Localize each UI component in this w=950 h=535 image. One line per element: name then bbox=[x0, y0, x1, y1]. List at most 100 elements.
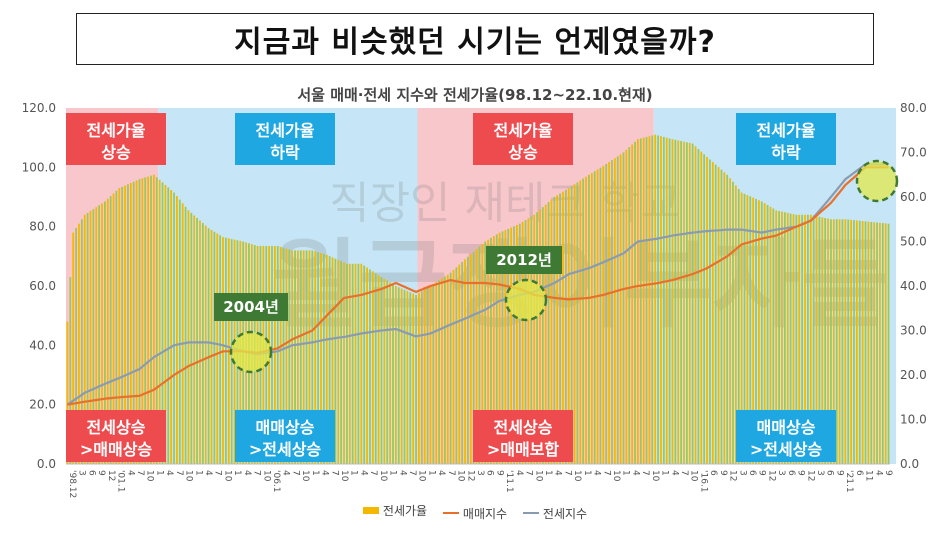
bar bbox=[386, 280, 389, 464]
bar bbox=[645, 136, 648, 465]
bar bbox=[539, 209, 541, 464]
bar bbox=[766, 205, 769, 464]
bar bbox=[441, 278, 443, 464]
x-tick-label: 9 bbox=[834, 470, 844, 476]
bar bbox=[536, 212, 538, 464]
bar bbox=[821, 217, 824, 464]
bar bbox=[585, 176, 587, 464]
bar bbox=[709, 159, 711, 464]
phase-top-label-4-box bbox=[736, 113, 836, 165]
bar bbox=[613, 158, 616, 464]
bar bbox=[374, 273, 377, 464]
x-tick-label: 6 bbox=[825, 470, 835, 476]
bar bbox=[484, 241, 487, 464]
bar bbox=[403, 289, 406, 464]
line-series-jeonse bbox=[66, 163, 889, 406]
bar bbox=[389, 282, 392, 464]
bar bbox=[86, 212, 89, 464]
highlight-circle-2012 bbox=[504, 278, 548, 322]
bar bbox=[830, 219, 832, 464]
bar bbox=[429, 286, 432, 464]
bar bbox=[665, 137, 668, 464]
bar bbox=[190, 212, 193, 464]
bar bbox=[884, 223, 887, 464]
bar bbox=[443, 276, 446, 464]
bar bbox=[504, 230, 507, 464]
bar bbox=[423, 289, 426, 464]
bar bbox=[559, 193, 562, 464]
bar bbox=[348, 263, 351, 464]
bar bbox=[273, 245, 276, 464]
phase-bottom-label-1-text: >매매상승 bbox=[80, 440, 153, 459]
x-tick-label: '06.1 bbox=[271, 470, 281, 493]
x-tick-label: 3 bbox=[737, 470, 747, 476]
legend: 전세가율 매매지수 전세지수 bbox=[0, 502, 950, 522]
legend-swatch-sales bbox=[442, 512, 459, 514]
callout-2012: 2012년 bbox=[486, 246, 562, 274]
phase-top-label-1-text: 전세가율 bbox=[87, 121, 146, 140]
phase-bottom-label-3: 전세상승 >매매보합 bbox=[473, 410, 573, 462]
x-tick-label: 4 bbox=[281, 470, 291, 476]
phase-top-label-4-text: 전세가율 bbox=[757, 121, 816, 140]
bar bbox=[285, 248, 288, 464]
x-tick-label: 10 bbox=[456, 470, 466, 482]
x-tick-label: 6 bbox=[708, 470, 718, 476]
bar bbox=[792, 214, 795, 464]
x-tick-label: 10 bbox=[184, 470, 194, 482]
y-right-tick-label: 80.0 bbox=[900, 101, 927, 115]
bar bbox=[573, 184, 576, 465]
bar bbox=[611, 160, 613, 464]
x-tick-label: 10 bbox=[378, 470, 388, 482]
x-tick-label: 1 bbox=[310, 470, 320, 476]
x-tick-label: 1 bbox=[621, 470, 631, 476]
bar bbox=[216, 233, 219, 464]
x-tick-label: 9 bbox=[96, 470, 106, 476]
bar bbox=[392, 284, 394, 464]
bar bbox=[80, 219, 83, 464]
bar bbox=[847, 219, 850, 464]
bar bbox=[187, 210, 190, 464]
bar bbox=[786, 212, 789, 464]
bar bbox=[783, 212, 786, 464]
legend-label-jeonse: 전세지수 bbox=[542, 506, 588, 521]
phase-zone-phase-4 bbox=[653, 108, 896, 464]
bar bbox=[363, 265, 366, 464]
bar bbox=[170, 190, 173, 464]
x-tick-label: 7 bbox=[679, 470, 689, 476]
x-tick-label: 12 bbox=[805, 470, 815, 481]
bar bbox=[147, 176, 150, 464]
phase-bottom-label-3-text: >매매보합 bbox=[487, 440, 560, 459]
bar bbox=[688, 142, 691, 464]
x-tick-label: 7 bbox=[640, 470, 650, 476]
x-tick-label: 4 bbox=[125, 470, 135, 476]
legend-label-sales: 매매지수 bbox=[462, 506, 508, 521]
bar bbox=[150, 175, 152, 464]
bar bbox=[798, 214, 801, 464]
bar bbox=[642, 137, 645, 464]
x-tick-label: 7 bbox=[213, 470, 223, 476]
x-tick-label: 1 bbox=[543, 470, 553, 476]
x-tick-label: 1 bbox=[582, 470, 592, 476]
x-tick-label: 3 bbox=[475, 470, 485, 476]
bar bbox=[377, 275, 380, 464]
phase-bottom-label-3-box bbox=[473, 410, 573, 462]
x-tick-label: 9 bbox=[883, 470, 893, 476]
bar bbox=[331, 257, 334, 464]
y-left-tick-label: 80.0 bbox=[29, 220, 56, 234]
bar bbox=[66, 321, 69, 464]
x-tick-label: 4 bbox=[514, 470, 524, 476]
bar bbox=[827, 218, 829, 464]
headline: 지금과 비슷했던 시기는 언제였을까? bbox=[234, 25, 716, 60]
bar bbox=[406, 291, 409, 464]
x-tick-label: 4 bbox=[436, 470, 446, 476]
callout-2004: 2004년 bbox=[214, 293, 288, 321]
line-series-sales bbox=[67, 166, 889, 406]
bar bbox=[127, 184, 129, 465]
bar bbox=[184, 206, 187, 465]
x-tick-label: 10 bbox=[689, 470, 699, 482]
phase-bottom-label-4: 매매상승 >전세상승 bbox=[736, 410, 836, 462]
bar bbox=[89, 210, 92, 464]
bar bbox=[178, 199, 181, 465]
